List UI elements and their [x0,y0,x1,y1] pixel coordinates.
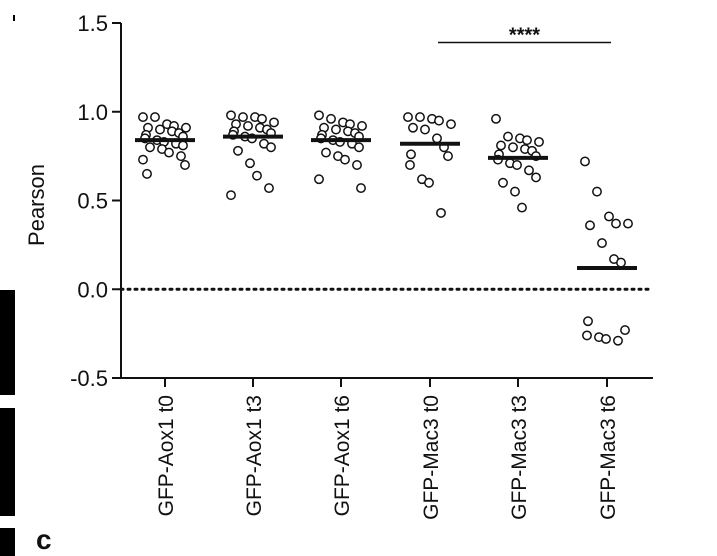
category-label: GFP-Aox1 t6 [331,395,354,516]
data-points [138,110,633,346]
data-point [176,151,186,162]
data-point [340,154,350,165]
panel-label: c [36,524,52,555]
data-point [233,145,243,156]
data-point [178,140,188,151]
data-point [269,117,279,128]
data-point [326,113,336,124]
category-label: GFP-Mac3 t3 [508,395,531,520]
data-point [406,149,416,160]
data-point [354,142,364,153]
category-label: GFP-Mac3 t0 [420,395,443,520]
data-point [420,124,430,135]
data-point [357,121,367,131]
category-label: GFP-Mac3 t6 [597,395,620,520]
data-point [181,122,191,133]
data-point [314,174,324,185]
data-point [352,160,362,170]
data-point [150,112,160,123]
data-point [491,113,501,124]
data-point [155,124,165,135]
data-point [498,177,508,188]
data-point [142,168,152,179]
data-point [415,112,425,123]
y-tick-label: 0.0 [77,277,108,302]
y-tick-label: 1.0 [77,100,108,125]
data-point [510,186,520,197]
data-point [534,136,544,147]
annotations: **** [438,25,611,47]
data-point [434,115,444,126]
adjacent-panel-mark [13,15,15,21]
data-point [424,177,434,188]
data-point [597,238,607,249]
y-axis-title: Pearson [24,164,49,246]
data-point [443,151,453,162]
axes: -0.5 0.0 0.5 1.0 1.5 Pearson [24,11,653,391]
data-point [436,207,446,218]
data-point [266,142,276,153]
data-point [522,135,532,146]
data-point [611,218,621,229]
data-point [408,122,418,133]
data-point [321,147,331,158]
data-point [580,156,590,167]
data-point [508,142,518,153]
adjacent-panel-fragment-2 [0,408,15,516]
y-tick-label: 1.5 [77,11,108,36]
data-point [601,334,611,344]
data-point [314,110,324,121]
data-point [356,183,366,194]
data-point [613,335,623,346]
data-point [432,133,442,144]
data-point [623,218,633,229]
data-point [531,172,541,183]
data-point [180,160,190,170]
data-point [138,154,148,165]
data-point [585,220,595,231]
data-point [592,186,602,197]
data-point [245,158,255,169]
y-tick-label: 0.5 [77,189,108,214]
y-tick-label: -0.5 [70,366,108,391]
category-labels: GFP-Aox1 t0 GFP-Aox1 t3 GFP-Aox1 t6 GFP-Mac… [155,395,620,520]
category-label: GFP-Aox1 t0 [155,395,178,516]
data-point [164,147,174,158]
category-label: GFP-Aox1 t3 [243,395,266,516]
adjacent-panel-fragment-1 [0,290,15,395]
data-point [138,112,148,123]
mean-bars [135,134,637,270]
data-point [446,119,456,130]
significance-label: **** [509,25,540,47]
data-point [620,325,630,336]
data-point [145,142,155,153]
data-point [524,165,534,176]
data-point [252,170,262,181]
data-point [582,330,592,341]
data-point [257,113,267,124]
data-point [583,316,593,327]
data-point [226,190,236,201]
data-point [331,124,341,135]
data-point [604,211,614,222]
data-point [403,112,413,123]
data-point [243,121,253,131]
data-point [512,160,522,170]
data-point [238,112,248,123]
data-point [503,131,513,142]
data-point [496,140,506,151]
adjacent-panel-fragment-3 [0,528,15,556]
data-point [616,257,626,268]
data-point [517,202,527,213]
data-point [405,160,415,170]
data-point [264,183,274,194]
data-point [226,110,236,121]
